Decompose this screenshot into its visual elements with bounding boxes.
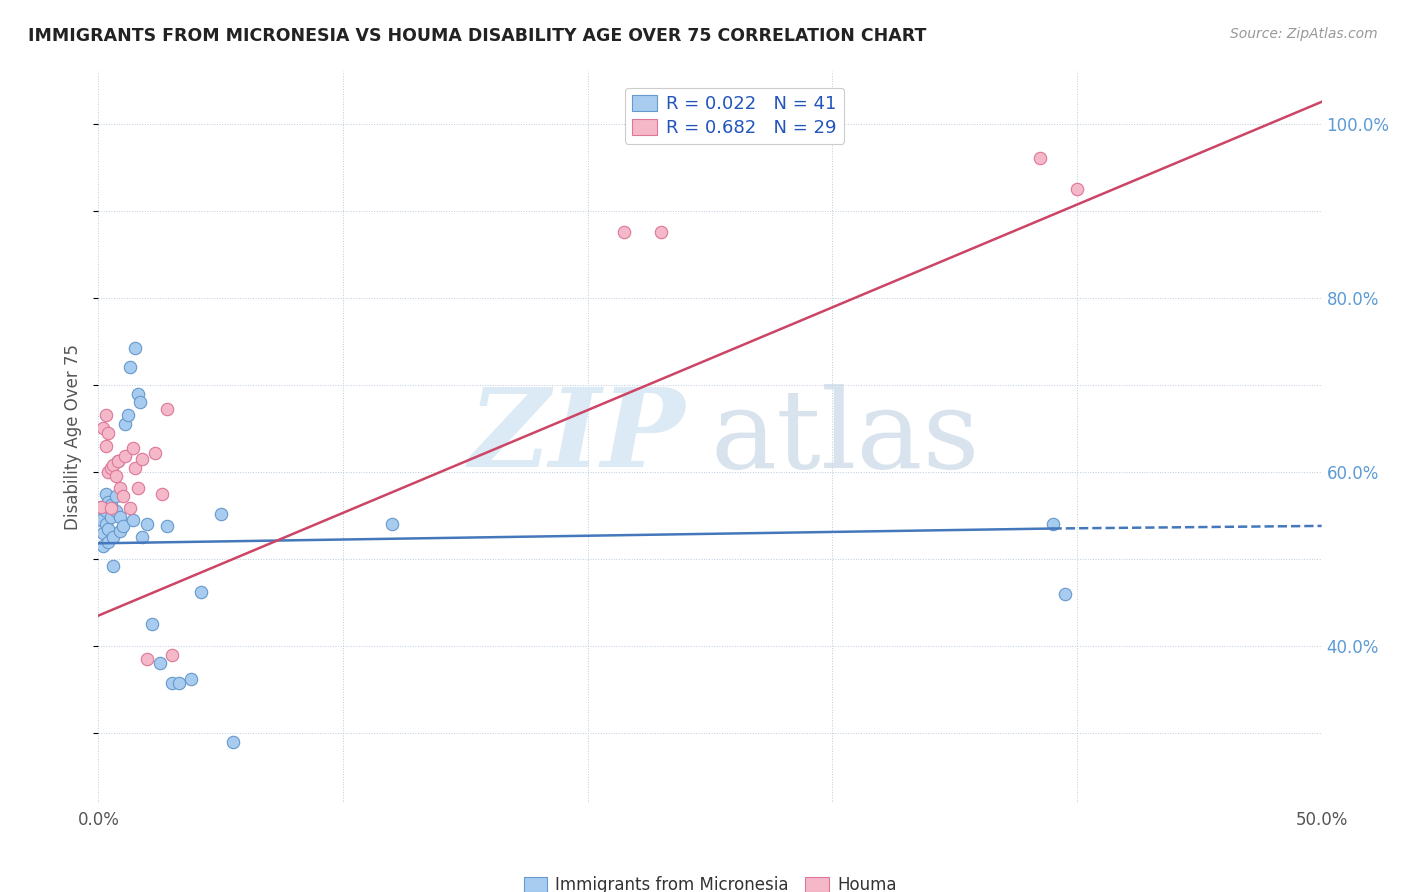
Point [90, 500, 112, 514]
Point [111, 519, 134, 533]
Point [121, 441, 143, 455]
Point [104, 489, 127, 503]
Point [101, 530, 124, 544]
Point [120, 360, 142, 375]
Point [160, 648, 183, 662]
Point [114, 449, 136, 463]
Point [114, 417, 136, 431]
Point [104, 469, 127, 483]
Point [110, 481, 132, 495]
Point [94, 439, 117, 453]
Point [100, 501, 122, 516]
Point [180, 672, 202, 686]
Point [91, 539, 114, 553]
Point [136, 652, 159, 666]
Point [97, 465, 120, 479]
Point [111, 489, 134, 503]
Point [110, 524, 132, 538]
Point [131, 530, 153, 544]
Point [136, 517, 159, 532]
Point [104, 504, 127, 518]
Point [120, 501, 142, 516]
Point [222, 735, 245, 749]
Point [101, 458, 124, 472]
Point [117, 409, 139, 423]
Point [94, 409, 117, 423]
Point [209, 507, 232, 521]
Point [91, 421, 114, 435]
Point [101, 558, 124, 573]
Point [94, 486, 117, 500]
Point [97, 521, 120, 535]
Point [121, 513, 143, 527]
Point [97, 534, 120, 549]
Text: atlas: atlas [710, 384, 980, 491]
Point [94, 517, 117, 532]
Point [613, 226, 636, 240]
Point [91, 525, 114, 540]
Point [150, 486, 173, 500]
Point [100, 498, 122, 512]
Point [129, 395, 152, 409]
Text: Source: ZipAtlas.com: Source: ZipAtlas.com [1230, 27, 1378, 41]
Point [97, 425, 120, 440]
Point [127, 481, 149, 495]
Point [1066, 182, 1088, 196]
Point [190, 585, 212, 599]
Point [1029, 152, 1052, 166]
Point [167, 675, 190, 690]
Point [381, 517, 404, 532]
Point [650, 226, 672, 240]
Y-axis label: Disability Age Over 75: Disability Age Over 75 [65, 344, 83, 530]
Point [883, 861, 905, 875]
Point [141, 617, 163, 632]
Point [143, 446, 166, 460]
Point [127, 386, 149, 401]
Point [97, 495, 120, 509]
Point [156, 402, 179, 417]
Point [160, 675, 183, 690]
Point [1053, 587, 1076, 601]
Text: ZIP: ZIP [470, 384, 686, 491]
Text: IMMIGRANTS FROM MICRONESIA VS HOUMA DISABILITY AGE OVER 75 CORRELATION CHART: IMMIGRANTS FROM MICRONESIA VS HOUMA DISA… [28, 27, 927, 45]
Point [94, 504, 117, 518]
Point [90, 500, 112, 514]
Point [110, 510, 132, 524]
Point [90, 513, 112, 527]
Legend: Immigrants from Micronesia, Houma: Immigrants from Micronesia, Houma [517, 870, 903, 892]
Point [107, 454, 129, 468]
Point [131, 451, 153, 466]
Point [149, 657, 172, 671]
Point [124, 341, 146, 355]
Point [100, 510, 122, 524]
Point [107, 454, 129, 468]
Point [156, 519, 179, 533]
Point [124, 460, 146, 475]
Point [1042, 517, 1064, 532]
Point [100, 460, 122, 475]
